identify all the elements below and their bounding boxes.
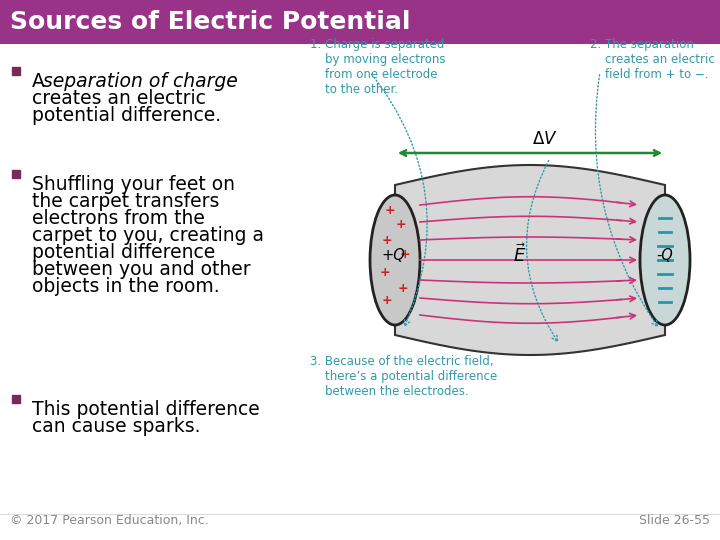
Text: potential difference.: potential difference. bbox=[32, 106, 221, 125]
Text: +: + bbox=[384, 204, 395, 217]
Text: Shuffling your feet on: Shuffling your feet on bbox=[32, 175, 235, 194]
Text: objects in the room.: objects in the room. bbox=[32, 277, 220, 296]
Text: +: + bbox=[396, 219, 406, 232]
Text: +: + bbox=[382, 294, 392, 307]
Text: © 2017 Pearson Education, Inc.: © 2017 Pearson Education, Inc. bbox=[10, 514, 209, 527]
Text: the carpet transfers: the carpet transfers bbox=[32, 192, 220, 211]
Text: Slide 26-55: Slide 26-55 bbox=[639, 514, 710, 527]
Text: separation of charge: separation of charge bbox=[43, 72, 238, 91]
Text: +Q: +Q bbox=[381, 247, 405, 262]
Bar bbox=[0, 0, 720, 44]
Text: can cause sparks.: can cause sparks. bbox=[32, 417, 200, 436]
Text: +: + bbox=[400, 248, 410, 261]
Text: carpet to you, creating a: carpet to you, creating a bbox=[32, 226, 264, 245]
Text: creates an electric: creates an electric bbox=[32, 89, 206, 108]
Text: 3. Because of the electric field,
    there’s a potential difference
    between: 3. Because of the electric field, there’… bbox=[310, 355, 498, 398]
Ellipse shape bbox=[640, 195, 690, 325]
Text: This potential difference: This potential difference bbox=[32, 400, 260, 419]
Text: +: + bbox=[382, 233, 392, 246]
Text: $\vec{E}$: $\vec{E}$ bbox=[513, 244, 526, 266]
Text: between you and other: between you and other bbox=[32, 260, 251, 279]
Polygon shape bbox=[395, 165, 665, 355]
Ellipse shape bbox=[370, 195, 420, 325]
Text: $\Delta V$: $\Delta V$ bbox=[532, 130, 558, 148]
Text: electrons from the: electrons from the bbox=[32, 209, 205, 228]
Text: 1. Charge is separated
    by moving electrons
    from one electrode
    to the: 1. Charge is separated by moving electro… bbox=[310, 38, 446, 96]
Text: -Q: -Q bbox=[657, 247, 673, 262]
Text: +: + bbox=[397, 281, 408, 294]
Text: 2. The separation
    creates an electric
    field from + to −.: 2. The separation creates an electric fi… bbox=[590, 38, 715, 81]
Text: Sources of Electric Potential: Sources of Electric Potential bbox=[10, 10, 410, 34]
Text: potential difference: potential difference bbox=[32, 243, 215, 262]
Text: +: + bbox=[379, 266, 390, 279]
Text: A: A bbox=[32, 72, 51, 91]
